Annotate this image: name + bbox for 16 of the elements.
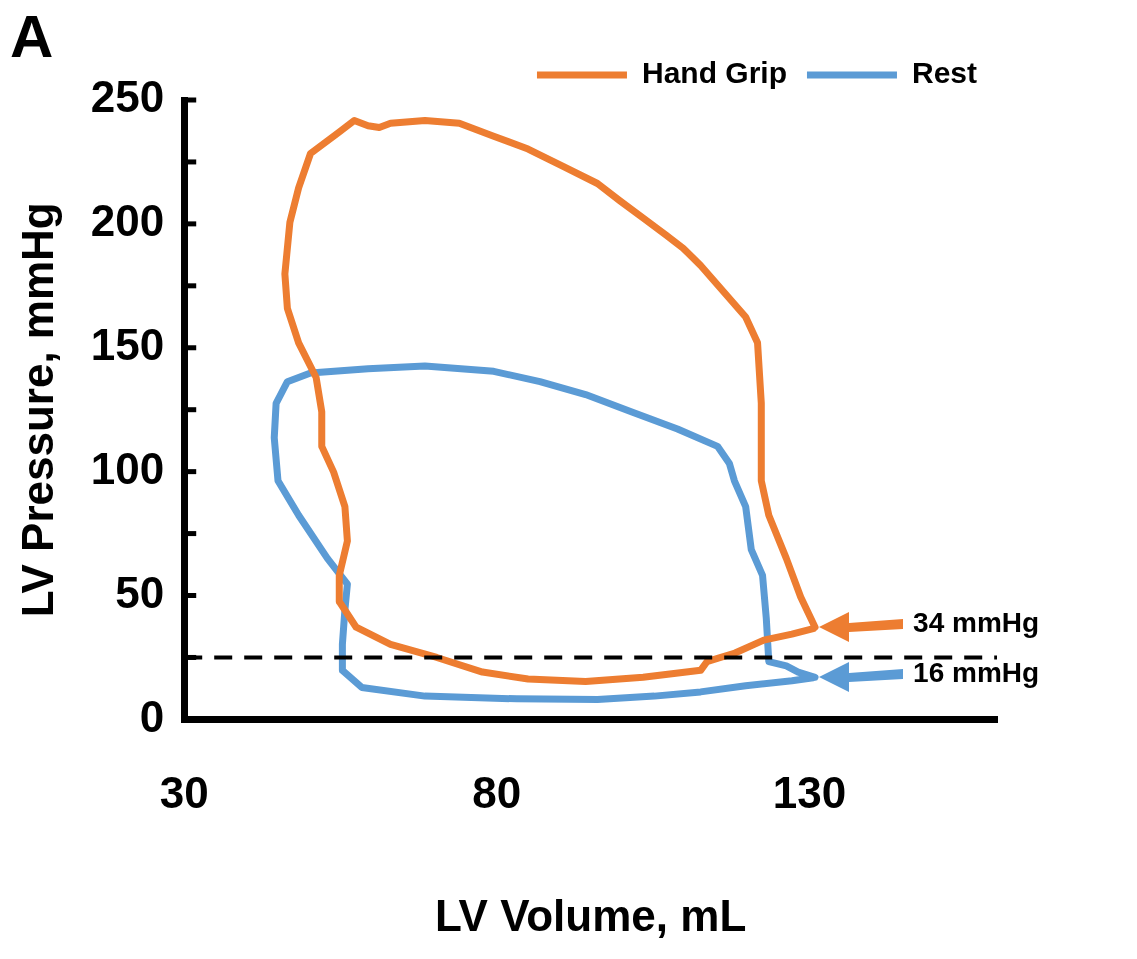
x-tick-label: 80 (472, 767, 522, 817)
y-tick-label: 250 (90, 72, 165, 122)
annotation: 34 mmHg (913, 606, 1040, 638)
y-tick-label: 50 (115, 567, 165, 617)
legend-label: Hand Grip (641, 56, 787, 90)
y-tick-label: 100 (90, 443, 165, 493)
y-tick-label: 200 (90, 196, 165, 246)
annotation: 16 mmHg (913, 657, 1040, 688)
legend-label: Rest (911, 56, 978, 90)
x-axis-title: LV Volume, mL (434, 890, 747, 940)
x-tick-label: 130 (772, 767, 847, 817)
x-tick-label: 30 (159, 767, 209, 817)
y-tick-label: 150 (90, 319, 165, 369)
y-axis-title: LV Pressure, mmHg (12, 202, 62, 618)
y-tick-label: 0 (139, 691, 165, 741)
text: A (10, 2, 54, 70)
